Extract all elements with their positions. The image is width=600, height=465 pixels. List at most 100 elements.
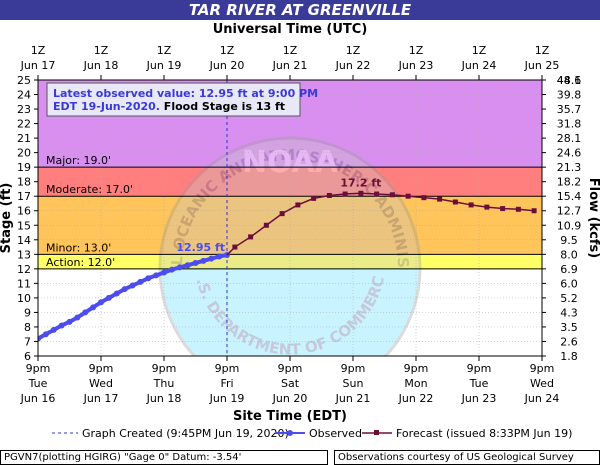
flow-tick-labels: 1.8 2.63.5 4.35.2 6.06.9 8.09.5 10.912.7 15.41… <box>542 74 581 363</box>
edt-tick-label-day: Fri <box>220 377 233 390</box>
forecast-point <box>326 192 332 198</box>
edt-tick-label-time: 9pm <box>89 362 114 375</box>
utc-tick-label-date: Jun 21 <box>272 59 308 72</box>
watermark-center: NOAA <box>242 145 339 180</box>
edt-tick-label-day: Sun <box>343 377 364 390</box>
stage-tick-label: 12 <box>17 263 31 276</box>
utc-tick-label-time: 1Z <box>220 44 235 57</box>
edt-tick-label-time: 9pm <box>467 362 492 375</box>
utc-tick-label-time: 1Z <box>157 44 172 57</box>
observed-point <box>153 272 160 279</box>
edt-tick-label-date: Jun 19 <box>209 392 245 405</box>
legend-observed-marker <box>287 430 293 436</box>
edt-tick-label-time: 9pm <box>278 362 303 375</box>
observed-point <box>105 294 112 301</box>
flow-tick-label: 6.0 <box>560 277 578 290</box>
footer-credit: Observations courtesy of US Geological S… <box>334 450 600 465</box>
flow-tick-label: 15.4 <box>557 190 582 203</box>
legend-forecast: Forecast (issued 8:33PM Jun 19) <box>396 427 572 440</box>
observed-point <box>90 304 97 311</box>
observed-point <box>200 257 207 264</box>
utc-tick-label-date: Jun 19 <box>146 59 182 72</box>
forecast-crest-label: 17.2 ft <box>340 176 381 189</box>
forecast-point <box>515 206 521 212</box>
utc-tick-label-time: 1Z <box>472 44 487 57</box>
observed-point <box>145 275 152 282</box>
edt-tick-label-date: Jun 22 <box>398 392 434 405</box>
stage-tick-label: 13 <box>17 248 31 261</box>
utc-tick-label-date: Jun 22 <box>335 59 371 72</box>
edt-tick-label-day: Tue <box>469 377 489 390</box>
edt-tick-label-time: 9pm <box>341 362 366 375</box>
observed-point <box>50 326 57 333</box>
forecast-point <box>295 202 301 208</box>
forecast-point <box>405 193 411 199</box>
stage-tick-label: 22 <box>17 118 31 131</box>
observed-point <box>113 290 120 297</box>
forecast-point <box>421 195 427 201</box>
flow-tick-label: 9.5 <box>560 234 578 247</box>
edt-tick-label-date: Jun 24 <box>524 392 560 405</box>
flow-tick-label: 6.9 <box>560 263 578 276</box>
legend-observed: Observed <box>309 427 362 440</box>
utc-tick-label-date: Jun 17 <box>20 59 56 72</box>
threshold-label-major: Major: 19.0' <box>46 154 111 167</box>
flow-tick-label: 5.2 <box>560 292 578 305</box>
right-axis-title: Flow (kcfs) <box>586 178 600 258</box>
observed-point <box>216 253 223 260</box>
flow-tick-label: 10.9 <box>557 219 582 232</box>
utc-tick-label-date: Jun 23 <box>398 59 434 72</box>
utc-tick-label-time: 1Z <box>409 44 424 57</box>
utc-tick-label-date: Jun 18 <box>83 59 119 72</box>
edt-tick-label-time: 9pm <box>530 362 555 375</box>
observed-point <box>82 309 89 316</box>
stage-tick-label: 21 <box>17 132 31 145</box>
stage-tick-label: 14 <box>17 234 31 247</box>
observed-point <box>168 266 175 273</box>
observed-point <box>98 299 104 306</box>
threshold-label-action: Action: 12.0' <box>46 256 115 269</box>
flow-tick-label: 44.1 <box>557 74 582 87</box>
utc-tick-label-date: Jun 20 <box>209 59 245 72</box>
edt-tick-label-date: Jun 20 <box>272 392 308 405</box>
utc-tick-label-time: 1Z <box>346 44 361 57</box>
latest-observed-box: Latest observed value: 12.95 ft at 9:00 … <box>46 82 318 117</box>
forecast-point <box>389 192 395 198</box>
observed-point <box>192 260 199 267</box>
flow-tick-label: 2.6 <box>560 335 578 348</box>
utc-tick-label-time: 1Z <box>31 44 46 57</box>
stage-tick-label: 15 <box>17 219 31 232</box>
stage-tick-label: 24 <box>17 89 31 102</box>
observed-point <box>129 282 136 289</box>
observed-point <box>184 262 191 269</box>
observed-point <box>38 335 41 342</box>
edt-tick-label-day: Thu <box>153 377 175 390</box>
stage-tick-label: 8 <box>24 321 31 334</box>
stage-tick-label: 11 <box>17 277 31 290</box>
edt-tick-labels: 9pm Tue Jun 16 9pm Wed Jun 17 9pm Thu Jun 18 9pm F… <box>20 356 560 405</box>
footer-datum-note: PGVN7(plotting HGIRG) "Gage 0" Datum: -3… <box>0 450 328 465</box>
observed-point <box>161 269 167 276</box>
forecast-point <box>311 195 317 201</box>
observed-point <box>121 286 128 293</box>
edt-tick-label-day: Wed <box>530 377 554 390</box>
stage-tick-label: 19 <box>17 161 31 174</box>
forecast-point <box>531 208 537 214</box>
flow-tick-label: 39.8 <box>557 89 582 102</box>
legend-graph-created: Graph Created (9:45PM Jun 19, 2020) <box>82 427 289 440</box>
stage-tick-label: 23 <box>17 103 31 116</box>
forecast-point <box>358 190 364 196</box>
forecast-point <box>232 244 238 250</box>
flow-tick-label: 4.3 <box>560 306 578 319</box>
top-axis-title: Universal Time (UTC) <box>213 22 368 37</box>
flow-tick-label: 21.3 <box>557 161 582 174</box>
edt-tick-label-time: 9pm <box>404 362 429 375</box>
stage-tick-label: 20 <box>17 147 31 160</box>
stage-tick-label: 9 <box>24 306 31 319</box>
utc-tick-label-date: Jun 24 <box>461 59 497 72</box>
flow-tick-label: 48.6 <box>557 74 582 87</box>
legend-forecast-marker <box>374 430 379 435</box>
bottom-axis-title: Site Time (EDT) <box>233 409 347 424</box>
latest-observed-date: EDT 19-Jun-2020. <box>53 100 160 113</box>
